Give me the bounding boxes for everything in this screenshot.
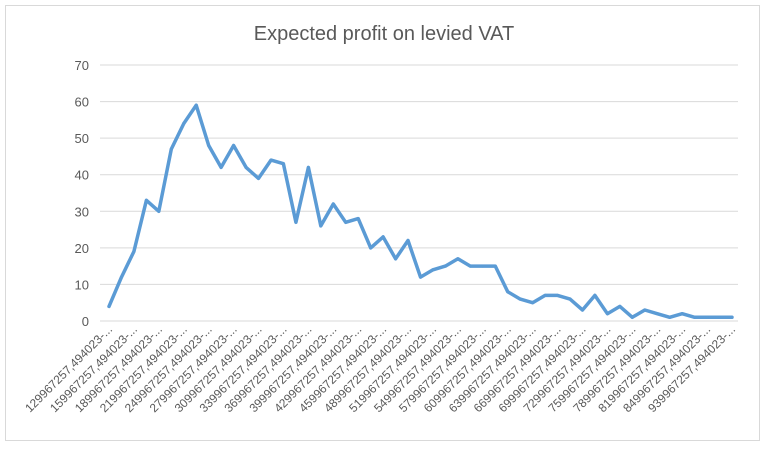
data-point: [406, 239, 410, 243]
data-point: [431, 268, 435, 272]
data-point: [269, 158, 273, 162]
data-point: [207, 143, 211, 147]
series: [107, 103, 734, 320]
data-point: [493, 264, 497, 268]
data-point: [693, 315, 697, 319]
data-point: [580, 308, 584, 312]
data-point: [419, 275, 422, 279]
data-point: [244, 165, 248, 169]
data-point: [157, 209, 161, 213]
data-point: [481, 264, 485, 268]
data-point: [257, 176, 261, 180]
data-point: [506, 290, 510, 294]
data-point: [705, 315, 709, 319]
data-point: [668, 315, 672, 319]
data-point: [568, 297, 572, 301]
data-point: [443, 264, 447, 268]
data-point: [531, 301, 535, 305]
chart-frame: [5, 5, 760, 441]
data-point: [194, 103, 198, 107]
data-point: [182, 122, 186, 126]
data-point: [107, 304, 111, 308]
data-point: [281, 162, 285, 166]
data-point: [643, 308, 647, 312]
data-point: [605, 312, 609, 316]
data-point: [331, 202, 335, 206]
data-point: [119, 275, 123, 279]
data-point: [294, 220, 298, 224]
y-tick-label: 60: [75, 95, 89, 110]
data-point: [618, 304, 622, 308]
data-point: [232, 143, 236, 147]
data-point: [344, 220, 348, 224]
y-tick-label: 40: [75, 168, 89, 183]
y-tick-label: 50: [75, 131, 89, 146]
data-point: [132, 250, 136, 254]
data-point: [655, 312, 659, 316]
data-point: [394, 257, 398, 261]
data-point: [730, 315, 734, 319]
data-point: [718, 315, 722, 319]
data-point: [543, 293, 547, 297]
data-point: [319, 224, 323, 228]
y-tick-label: 70: [75, 58, 89, 73]
x-axis-ticks: 129967257,494023-...159967257,494023-...…: [22, 322, 738, 415]
data-point: [369, 246, 373, 250]
chart-title: Expected profit on levied VAT: [254, 23, 515, 45]
data-point: [219, 165, 223, 169]
y-axis-ticks: 0 10 20 30 40 50 60 70: [75, 58, 89, 329]
data-point: [456, 257, 460, 261]
data-point: [556, 293, 560, 297]
data-point: [144, 198, 148, 202]
gridlines: [100, 64, 738, 322]
data-point: [306, 165, 310, 169]
data-point: [381, 235, 385, 239]
y-tick-label: 30: [75, 204, 89, 219]
data-point: [593, 293, 597, 297]
data-point: [169, 147, 173, 151]
y-tick-label: 0: [82, 314, 89, 329]
data-point: [680, 312, 684, 316]
y-tick-label: 10: [75, 277, 89, 292]
data-point: [356, 217, 360, 221]
data-point: [468, 264, 472, 268]
data-point: [518, 297, 522, 301]
y-tick-label: 20: [75, 241, 89, 256]
data-point: [630, 315, 634, 319]
